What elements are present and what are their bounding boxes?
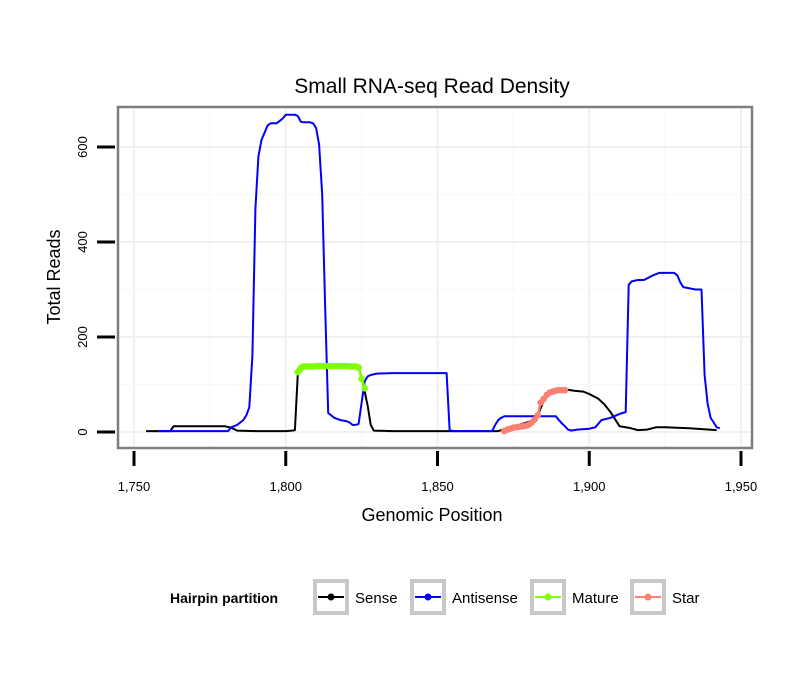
y-tick-label: 400 — [75, 231, 90, 253]
y-tick-label: 600 — [75, 136, 90, 158]
legend-label-star: Star — [672, 590, 700, 607]
axes: 1,750 1,800 1,850 1,900 1,950 0 200 400 600 — [75, 136, 757, 494]
legend-label-sense: Sense — [355, 590, 398, 607]
x-tick-label: 1,950 — [725, 479, 758, 494]
y-tick-label: 0 — [75, 428, 90, 435]
legend-key-point — [544, 593, 552, 601]
data-point-mature — [361, 385, 369, 392]
data-point-star — [534, 412, 541, 419]
legend-label-mature: Mature — [572, 590, 619, 607]
data-point-star — [561, 386, 569, 394]
series-layer — [146, 113, 721, 435]
series-line-antisense — [158, 113, 721, 433]
legend-label-antisense: Antisense — [452, 590, 518, 607]
legend-title: Hairpin partition — [170, 590, 278, 606]
x-tick-label: 1,900 — [573, 479, 606, 494]
legend-key-point — [327, 593, 335, 601]
x-axis-label: Genomic Position — [361, 505, 502, 525]
x-tick-label: 1,850 — [421, 479, 454, 494]
data-point-mature — [355, 364, 362, 371]
grid-lines — [120, 109, 750, 446]
plot-panel — [116, 105, 754, 450]
data-point-mature — [358, 375, 365, 383]
chart-title: Small RNA-seq Read Density — [294, 75, 570, 98]
y-tick-label: 200 — [75, 326, 90, 348]
legend: Hairpin partition Sense Antisense Mature Sta… — [170, 579, 700, 615]
y-axis-label: Total Reads — [44, 229, 64, 324]
x-tick-label: 1,750 — [118, 479, 151, 494]
legend-key-point — [644, 593, 652, 601]
x-tick-label: 1,800 — [269, 479, 302, 494]
legend-key-point — [424, 593, 432, 601]
